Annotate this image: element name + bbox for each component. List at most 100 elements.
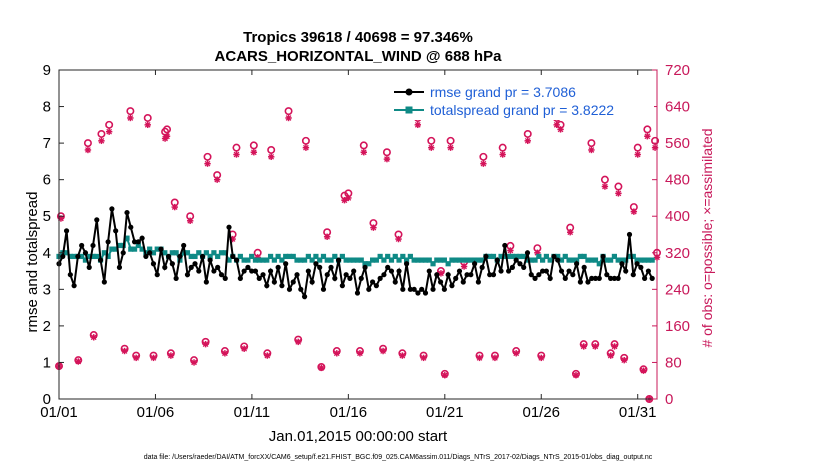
- totalspread-point: [555, 253, 561, 260]
- y-right-tick-label: 480: [665, 172, 690, 189]
- rmse-point: [188, 264, 194, 270]
- rmse-point: [445, 272, 451, 278]
- rmse-point: [75, 253, 81, 260]
- rmse-point: [173, 275, 179, 281]
- rmse-point: [290, 279, 296, 285]
- obs-assimilated-stroke: [98, 137, 105, 144]
- obs-assimilated-stroke: [428, 144, 435, 151]
- totalspread-point: [585, 257, 591, 263]
- obs-assimilated-stroke: [592, 343, 599, 350]
- totalspread-point: [301, 257, 308, 263]
- obs-assimilated-stroke: [133, 355, 140, 361]
- rmse-point: [82, 250, 89, 256]
- rmse-point: [369, 279, 376, 285]
- obs-assimilated-stroke: [513, 350, 520, 357]
- rmse-point: [483, 253, 489, 260]
- obs-assimilated-marker: [572, 372, 580, 379]
- totalspread-point: [237, 253, 243, 260]
- totalspread-point: [328, 257, 334, 263]
- rmse-point: [528, 272, 534, 278]
- rmse-point: [313, 261, 319, 267]
- rmse-point: [589, 275, 595, 281]
- totalspread-point: [309, 257, 315, 263]
- rmse-point: [86, 264, 92, 270]
- obs-assimilated-stroke: [461, 263, 467, 270]
- totalspread-point: [543, 253, 549, 260]
- rmse-point: [570, 272, 576, 278]
- rmse-point: [437, 279, 444, 285]
- y-left-tick-label: 8: [43, 99, 51, 116]
- rmse-point: [181, 242, 187, 249]
- totalspread-point: [203, 250, 209, 256]
- obs-assimilated-marker: [167, 352, 175, 359]
- totalspread-point: [468, 257, 474, 263]
- obs-assimilated-marker: [644, 133, 651, 140]
- totalspread-point: [426, 257, 432, 263]
- obs-assimilated-marker: [615, 190, 622, 197]
- rmse-point: [339, 283, 345, 289]
- rmse-point: [97, 257, 104, 263]
- obs-assimilated-marker: [524, 137, 531, 145]
- obs-assimilated-stroke: [360, 149, 367, 156]
- obs-assimilated-marker: [360, 149, 367, 156]
- obs-assimilated-stroke: [420, 355, 427, 361]
- y-left-tick-label: 4: [43, 245, 51, 262]
- rmse-point: [574, 261, 580, 267]
- rmse-point: [211, 268, 217, 274]
- rmse-point: [392, 279, 398, 285]
- obs-assimilated-stroke: [222, 350, 228, 357]
- rmse-point: [449, 283, 455, 289]
- x-tick-label: 01/21: [426, 404, 464, 421]
- totalspread-point: [320, 253, 327, 260]
- obs-assimilated-marker: [611, 343, 618, 350]
- obs-assimilated-stroke: [241, 345, 248, 352]
- obs-assimilated-stroke: [380, 348, 386, 354]
- obs-assimilated-stroke: [150, 355, 157, 361]
- obs-assimilated-stroke: [85, 147, 91, 153]
- rmse-point: [388, 268, 395, 274]
- totalspread-point: [475, 257, 481, 263]
- rmse-point: [226, 224, 232, 230]
- rmse-point: [373, 283, 379, 289]
- rmse-point: [279, 283, 285, 289]
- totalspread-point: [86, 253, 92, 260]
- obs-possible-marker: [232, 143, 241, 152]
- obs-assimilated-marker: [240, 345, 248, 352]
- totalspread-point: [366, 261, 372, 267]
- y-axis-right-label: # of obs: o=possible; ×=assimilated: [699, 128, 715, 347]
- y-left-tick-label: 5: [43, 208, 51, 225]
- obs-assimilated-marker: [285, 114, 292, 122]
- rmse-point: [490, 272, 497, 278]
- rmse-point: [147, 250, 153, 256]
- obs-assimilated-stroke: [534, 249, 541, 256]
- obs-assimilated-stroke: [164, 133, 170, 140]
- obs-assimilated-marker: [379, 347, 387, 355]
- totalspread-point: [226, 257, 232, 263]
- obs-assimilated-marker: [171, 203, 178, 211]
- obs-assimilated-stroke: [607, 352, 614, 359]
- obs-assimilated-stroke: [106, 128, 113, 135]
- obs-assimilated-marker: [250, 149, 258, 156]
- totalspread-point: [305, 253, 311, 260]
- totalspread-point: [577, 253, 583, 260]
- y-right-tick-label: 640: [665, 99, 690, 116]
- rmse-point: [241, 268, 247, 274]
- obs-assimilated-marker: [420, 354, 427, 362]
- obs-assimilated-stroke: [168, 352, 174, 359]
- totalspread-point: [634, 257, 640, 263]
- obs-assimilated-stroke: [441, 372, 448, 379]
- totalspread-point: [252, 257, 259, 263]
- totalspread-point: [419, 257, 425, 263]
- totalspread-point: [324, 257, 330, 263]
- obs-assimilated-stroke: [90, 334, 97, 341]
- obs-assimilated-stroke: [268, 153, 275, 160]
- obs-assimilated-marker: [538, 354, 545, 362]
- obs-assimilated-marker: [333, 350, 340, 357]
- obs-assimilated-marker: [592, 343, 599, 350]
- rmse-point: [566, 268, 572, 274]
- rmse-point: [184, 272, 191, 278]
- rmse-point: [135, 239, 141, 245]
- obs-assimilated-marker: [557, 126, 564, 133]
- totalspread-point: [264, 257, 270, 263]
- totalspread-point: [358, 257, 364, 263]
